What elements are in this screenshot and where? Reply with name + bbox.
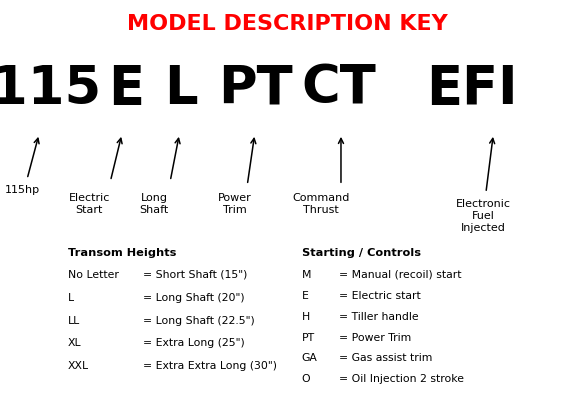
Text: = Oil Injection 2 stroke: = Oil Injection 2 stroke: [339, 374, 464, 384]
Text: Starting / Controls: Starting / Controls: [302, 248, 421, 258]
Text: L: L: [68, 293, 74, 303]
Text: PT: PT: [218, 63, 293, 115]
Text: = Long Shaft (22.5"): = Long Shaft (22.5"): [143, 316, 254, 325]
Text: PT: PT: [302, 333, 315, 342]
Text: = Extra Extra Long (30"): = Extra Extra Long (30"): [143, 361, 277, 371]
Text: = Extra Long (25"): = Extra Long (25"): [143, 338, 244, 348]
Text: = Gas assist trim: = Gas assist trim: [339, 353, 432, 363]
Text: E: E: [302, 291, 309, 301]
Text: = Short Shaft (15"): = Short Shaft (15"): [143, 270, 247, 280]
Text: = Manual (recoil) start: = Manual (recoil) start: [339, 270, 462, 280]
Text: E: E: [109, 63, 144, 115]
Text: 115: 115: [0, 63, 101, 115]
Text: LL: LL: [68, 316, 80, 325]
Text: 115hp: 115hp: [5, 185, 40, 195]
Text: GA: GA: [302, 353, 318, 363]
Text: Electronic
Fuel
Injected: Electronic Fuel Injected: [455, 199, 511, 233]
Text: EFI: EFI: [426, 63, 518, 115]
Text: O: O: [302, 374, 310, 384]
Text: L: L: [164, 63, 198, 115]
Text: = Long Shaft (20"): = Long Shaft (20"): [143, 293, 244, 303]
Text: H: H: [302, 312, 310, 322]
Text: Electric
Start: Electric Start: [68, 193, 110, 215]
Text: Power
Trim: Power Trim: [218, 193, 251, 215]
Text: CT: CT: [302, 63, 377, 115]
Text: Long
Shaft: Long Shaft: [140, 193, 168, 215]
Text: M: M: [302, 270, 312, 280]
Text: No Letter: No Letter: [68, 270, 118, 280]
Text: = Tiller handle: = Tiller handle: [339, 312, 419, 322]
Text: XXL: XXL: [68, 361, 89, 371]
Text: MODEL DESCRIPTION KEY: MODEL DESCRIPTION KEY: [127, 14, 448, 34]
Text: Command
Thrust: Command Thrust: [292, 193, 350, 215]
Text: XL: XL: [68, 338, 82, 348]
Text: Transom Heights: Transom Heights: [68, 248, 176, 258]
Text: = Power Trim: = Power Trim: [339, 333, 412, 342]
Text: = Electric start: = Electric start: [339, 291, 421, 301]
